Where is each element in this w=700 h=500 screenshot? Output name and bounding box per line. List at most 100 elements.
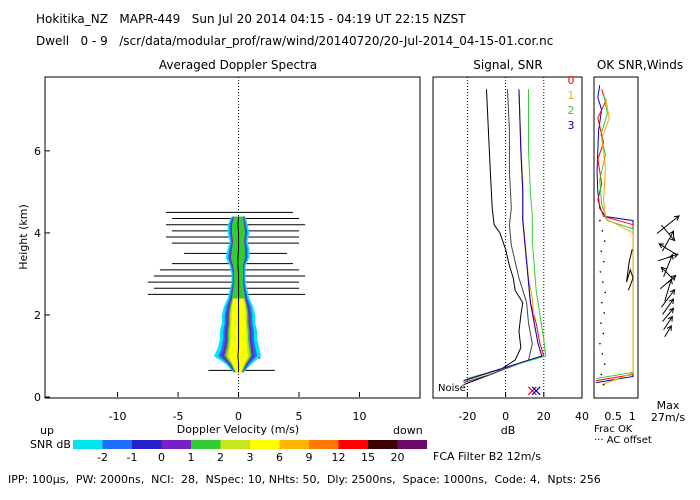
footer-parameters: IPP: 100µs, PW: 2000ns, NCI: 28, NSpec: … xyxy=(8,473,601,486)
winds-legend-0: 0 xyxy=(568,74,575,87)
colorbar-label-8: 12 xyxy=(332,451,346,464)
wind-arrow-8 xyxy=(664,279,672,302)
ac-offset-dot xyxy=(603,312,606,314)
spectra-ytick-label-3: 6 xyxy=(34,145,41,158)
winds-xtick-label-0: 0.5 xyxy=(604,410,622,423)
ac-offset-dot xyxy=(602,332,605,335)
ac-offset-dot xyxy=(601,301,603,304)
frac-ok-series-3 xyxy=(601,97,634,386)
signal-xtick-label-1: 0 xyxy=(502,410,509,423)
wind-arrow-head-3 xyxy=(658,243,665,249)
signal-series-1 xyxy=(463,89,533,384)
wind-arrow-head-8 xyxy=(667,278,673,285)
spectra-xtick-label-0: -10 xyxy=(109,410,127,423)
wind-arrow-13 xyxy=(664,325,672,338)
colorbar-cell-3 xyxy=(161,440,191,449)
winds-legend-1: 1 xyxy=(568,89,575,102)
wind-arrow-2 xyxy=(662,230,674,252)
signal-series-5 xyxy=(463,89,543,382)
spectra-y-ticks: 0 2 4 6 xyxy=(34,145,50,404)
signal-series xyxy=(463,89,547,386)
wind-arrow-head-13 xyxy=(666,324,672,331)
signal-title: Signal, SNR xyxy=(473,58,542,72)
winds-legend-2: 2 xyxy=(568,104,575,117)
wind-arrow-9 xyxy=(661,289,675,308)
wind-arrow-head-4 xyxy=(672,252,679,259)
winds-frame xyxy=(593,76,639,399)
signal-marker-0 xyxy=(527,386,537,396)
wind-arrow-head-5 xyxy=(668,253,674,260)
colorbar-label-0: -2 xyxy=(97,451,108,464)
spectra-title: Averaged Doppler Spectra xyxy=(159,58,317,72)
signal-panel: Signal, SNR -20 0 20 40 dB Noise xyxy=(432,58,589,437)
wind-arrow-head-2 xyxy=(669,230,675,237)
header-title: Hokitika_NZ MAPR-449 Sun Jul 20 2014 04:… xyxy=(36,12,466,26)
spectra-up-note: up xyxy=(40,424,54,437)
max-wind-value: 27m/s xyxy=(651,411,685,424)
spectra-peak-trace xyxy=(237,216,240,373)
wind-arrow-10 xyxy=(662,298,674,315)
header-file-path: Dwell 0 - 9 /scr/data/modular_prof/raw/w… xyxy=(36,34,554,48)
spectra-xtick-label-3: 5 xyxy=(296,410,303,423)
wind-arrow-5 xyxy=(663,254,673,277)
wind-arrow-head-7 xyxy=(670,274,677,281)
spectra-xtick-label-4: 10 xyxy=(353,410,367,423)
ac-offset-dot xyxy=(602,260,605,263)
ac-offset-dot xyxy=(604,291,606,294)
ac-offset-dot xyxy=(602,383,605,386)
colorbar-cell-0 xyxy=(73,440,103,449)
ac-offset-dot xyxy=(600,373,603,376)
wind-arrow-12 xyxy=(663,316,673,331)
snr-colorbar: SNR dB -2 -1 0 1 2 3 6 9 12 15 20 xyxy=(30,438,427,464)
frac-ok-series xyxy=(595,85,634,386)
signal-marker-1 xyxy=(531,386,541,396)
colorbar-labels: -2 -1 0 1 2 3 6 9 12 15 20 xyxy=(97,451,404,464)
ac-offset-dot xyxy=(600,322,602,324)
wind-arrow-head-9 xyxy=(669,288,676,295)
colorbar-label-6: 6 xyxy=(276,451,283,464)
colorbar-cells xyxy=(73,440,427,449)
ac-offset-label: ··· AC offset xyxy=(594,435,652,446)
signal-series-4 xyxy=(467,89,547,380)
spectra-ytick-label-2: 4 xyxy=(34,227,41,240)
frac-ok-label: Frac OK xyxy=(594,424,633,435)
winds-xtick-label-1: 1 xyxy=(629,410,636,423)
colorbar-title: SNR dB xyxy=(30,438,71,451)
colorbar-cell-9 xyxy=(338,440,368,449)
colorbar-label-7: 9 xyxy=(306,451,313,464)
signal-x-ticks: -20 0 20 40 xyxy=(458,392,589,423)
wind-arrow-3 xyxy=(658,243,678,256)
signal-frame xyxy=(432,76,583,399)
colorbar-label-4: 2 xyxy=(217,451,224,464)
frac-ok-series-0 xyxy=(595,85,634,384)
winds-title: OK SNR,Winds xyxy=(597,58,683,72)
signal-reference-lines xyxy=(466,77,545,397)
spectra-xtick-label-1: -5 xyxy=(173,410,184,423)
ac-offset-dot xyxy=(603,240,606,242)
colorbar-label-10: 20 xyxy=(391,451,405,464)
wind-arrow-11 xyxy=(662,308,674,322)
colorbar-cell-6 xyxy=(250,440,280,449)
colorbar-label-2: 0 xyxy=(158,451,165,464)
colorbar-label-9: 15 xyxy=(361,451,375,464)
wind-arrows xyxy=(656,215,680,338)
winds-legend-3: 3 xyxy=(568,119,575,132)
winds-x-ticks: 0.5 1 xyxy=(604,410,635,423)
ac-offset-dot xyxy=(601,230,604,232)
signal-xtick-label-2: 20 xyxy=(537,410,551,423)
ac-offset-dot xyxy=(599,219,601,222)
winds-legend: 0 1 2 3 xyxy=(568,74,575,132)
colorbar-label-5: 3 xyxy=(247,451,254,464)
wind-arrow-head-1 xyxy=(669,235,676,242)
ac-offset-dot xyxy=(602,281,604,283)
frac-ok-series-4 xyxy=(626,249,634,291)
signal-series-3 xyxy=(465,89,543,382)
wind-arrow-head-10 xyxy=(668,298,675,305)
colorbar-cell-8 xyxy=(309,440,339,449)
wind-arrow-head-6 xyxy=(660,266,667,273)
spectra-frame xyxy=(44,76,421,399)
spectra-ytick-label-1: 2 xyxy=(34,309,41,322)
signal-x-label: dB xyxy=(501,424,516,437)
